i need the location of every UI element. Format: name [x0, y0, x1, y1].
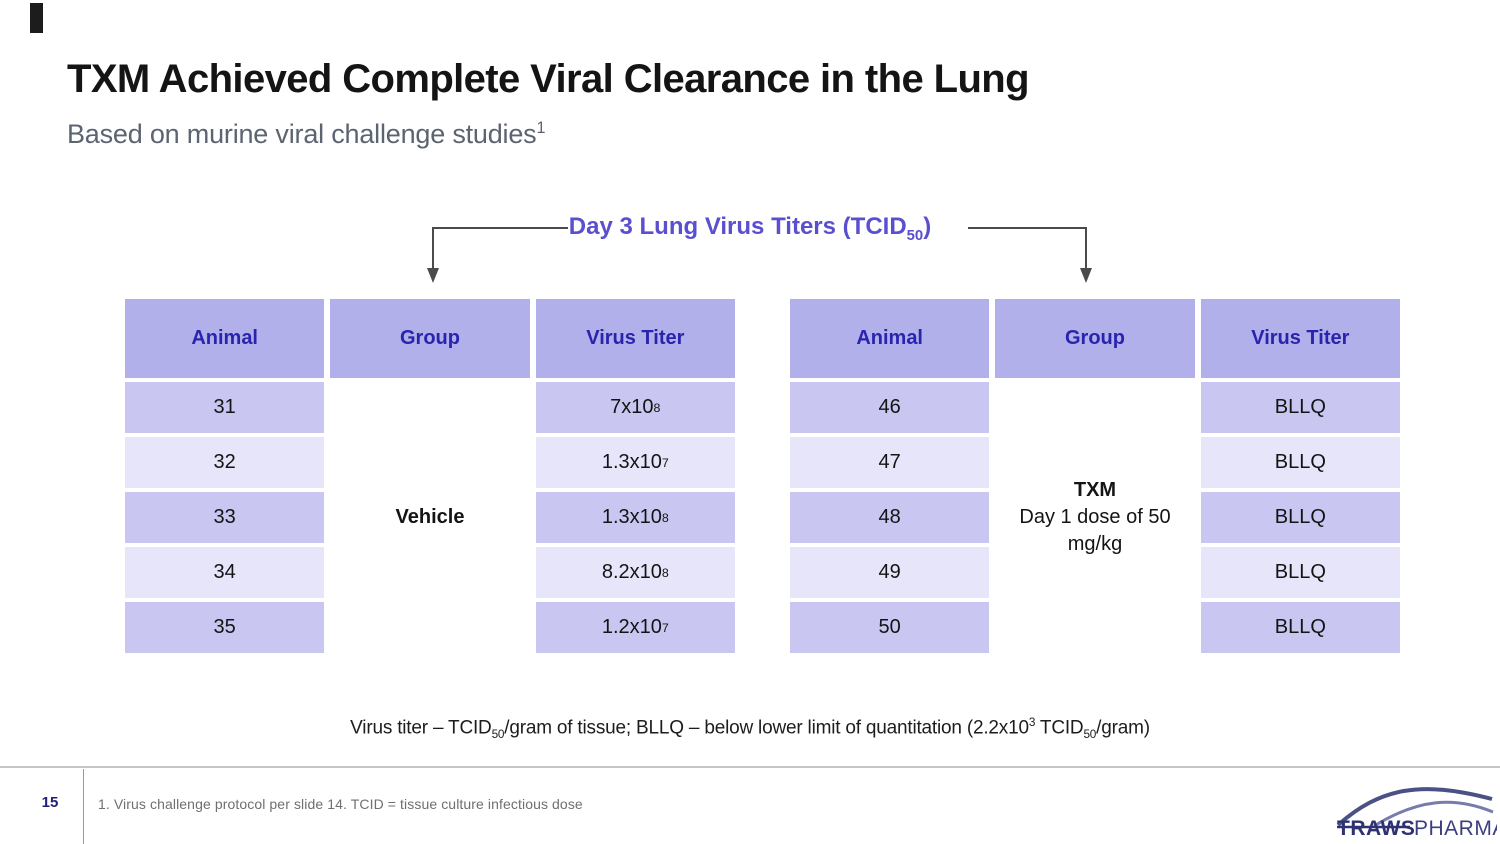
titer-cell: 1.2x10 7	[535, 602, 735, 653]
subtitle-superscript: 1	[536, 119, 546, 137]
animal-cell: 47	[790, 437, 990, 488]
logo-swoosh-icon	[1373, 800, 1494, 828]
animal-cell: 35	[125, 602, 325, 653]
animal-cell: 34	[125, 547, 325, 598]
animal-cell: 49	[790, 547, 990, 598]
column-header-virus-titer: Virus Titer	[535, 299, 735, 378]
slide-corner-mark	[30, 3, 43, 33]
footnote-seg: TCID	[1035, 717, 1084, 739]
titer-cell: 1.3x10 7	[535, 437, 735, 488]
column-header-virus-titer: Virus Titer	[1200, 299, 1400, 378]
animal-cell: 33	[125, 492, 325, 543]
footnote-seg: /gram of tissue; BLLQ – below lower limi…	[504, 717, 1029, 739]
titer-value: BLLQ	[1274, 451, 1326, 473]
titer-value: BLLQ	[1274, 561, 1326, 583]
footnote-seg: Virus titer – TCID	[350, 717, 492, 739]
titers-callout-label: Day 3 Lung Virus Titers (TCID50)	[0, 213, 1500, 244]
reference-footnote: 1. Virus challenge protocol per slide 14…	[98, 796, 583, 812]
abbreviations-footnote: Virus titer – TCID50/gram of tissue; BLL…	[0, 716, 1500, 741]
animal-cell: 48	[790, 492, 990, 543]
animal-cell: 32	[125, 437, 325, 488]
titer-value: BLLQ	[1274, 616, 1326, 638]
subtitle-text: Based on murine viral challenge studies	[67, 119, 537, 149]
titer-value: 7x10	[610, 396, 654, 418]
titer-value: 1.3x10	[601, 451, 662, 473]
titer-cell: BLLQ	[1200, 382, 1400, 433]
page-subtitle: Based on murine viral challenge studies1	[67, 119, 545, 150]
titer-cell: 7x10 8	[535, 382, 735, 433]
footer-divider-line	[0, 766, 1500, 768]
logo-text-traws: TRAWS	[1337, 817, 1415, 840]
footnote-seg: /gram)	[1096, 717, 1150, 739]
titer-value: 1.3x10	[601, 506, 662, 528]
right-callout-arrow-icon	[968, 227, 1092, 283]
footnote-subscript: 50	[1083, 728, 1097, 742]
logo-swoosh-icon	[1336, 787, 1493, 827]
page-title: TXM Achieved Complete Viral Clearance in…	[67, 57, 1030, 101]
footnote-subscript: 50	[491, 728, 505, 742]
titer-value: 1.2x10	[601, 616, 662, 638]
titer-cell: BLLQ	[1200, 492, 1400, 543]
left-callout-arrow-icon	[427, 227, 568, 283]
txm-table: Animal Group Virus Titer TXM Day 1 dose …	[790, 299, 1400, 653]
titer-value: 8.2x10	[601, 561, 662, 583]
group-cell-txm: TXM Day 1 dose of 50 mg/kg	[995, 382, 1194, 653]
titers-label-subscript: 50	[906, 227, 924, 244]
titer-cell: BLLQ	[1200, 437, 1400, 488]
animal-cell: 46	[790, 382, 990, 433]
column-header-animal: Animal	[790, 299, 990, 378]
titer-value: BLLQ	[1274, 396, 1326, 418]
titer-value: BLLQ	[1274, 506, 1326, 528]
animal-cell: 31	[125, 382, 325, 433]
animal-cell: 50	[790, 602, 990, 653]
page-number: 15	[41, 794, 59, 811]
titers-label-end: )	[923, 213, 932, 240]
group-name: TXM	[1073, 479, 1117, 501]
titer-cell: BLLQ	[1200, 547, 1400, 598]
footnote-superscript: 3	[1028, 716, 1036, 729]
titer-cell: BLLQ	[1200, 602, 1400, 653]
column-header-animal: Animal	[125, 299, 325, 378]
titer-cell: 8.2x10 8	[535, 547, 735, 598]
group-dose-detail: Day 1 dose of 50 mg/kg	[1019, 506, 1171, 555]
group-cell-vehicle: Vehicle	[330, 382, 529, 653]
traws-pharma-logo: TRAWS PHARMA	[1336, 787, 1497, 840]
titers-label-main: Day 3 Lung Virus Titers (TCID	[568, 213, 907, 240]
titer-cell: 1.3x10 8	[535, 492, 735, 543]
column-header-group: Group	[995, 299, 1195, 378]
column-header-group: Group	[330, 299, 530, 378]
vehicle-table: Animal Group Virus Titer Vehicle 31 7x10…	[125, 299, 735, 653]
group-name: Vehicle	[395, 506, 465, 528]
logo-text-pharma: PHARMA	[1414, 817, 1497, 840]
footer-vertical-divider	[83, 769, 84, 844]
